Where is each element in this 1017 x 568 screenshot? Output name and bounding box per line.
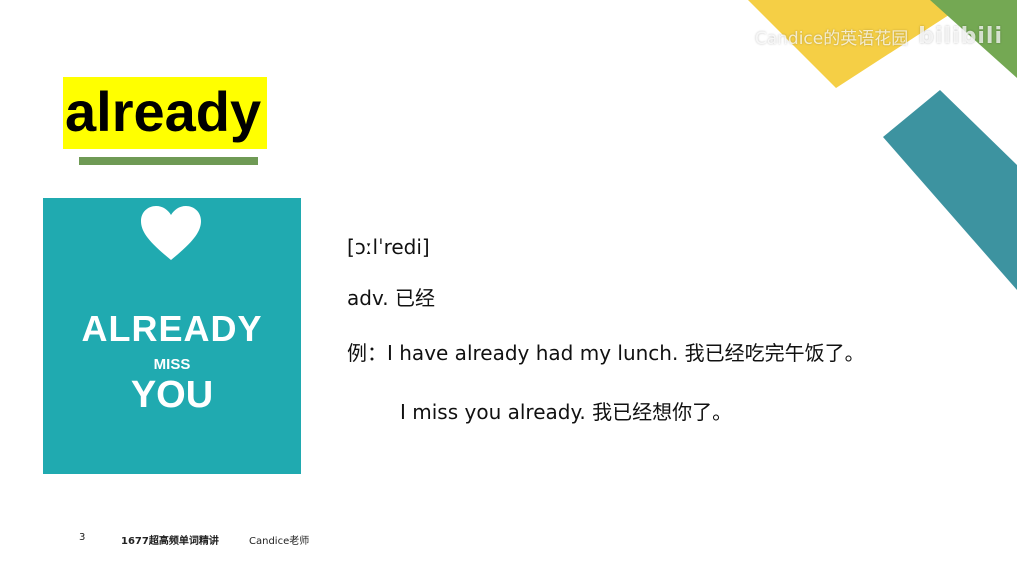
example-sentence-1: 例：I have already had my lunch. 我已经吃完午饭了。 [347, 337, 865, 366]
heart-icon [141, 206, 201, 260]
word-title: already [63, 77, 268, 149]
example-1-text: I have already had my lunch. 我已经吃完午饭了。 [387, 341, 865, 365]
teal-diagonal-band [883, 90, 1017, 290]
channel-name: Candice的英语花园 [754, 29, 909, 49]
poster-line-miss: MISS [153, 356, 191, 373]
teacher-name: Candice老师 [249, 536, 310, 547]
part-of-speech-meaning: adv. 已经 [347, 286, 435, 310]
example-prefix: 例： [347, 341, 387, 365]
pronunciation: [ɔːlˈredi] [347, 235, 430, 259]
word-heading: already [63, 77, 268, 165]
bilibili-logo: bilibili [918, 24, 1003, 49]
series-name: 1677超高频单词精讲 [121, 536, 219, 547]
video-watermark: Candice的英语花园 bilibili [755, 24, 1003, 49]
poster-line-already: ALREADY [81, 308, 263, 349]
slide-footer: 3 1677超高频单词精讲 Candice老师 [79, 532, 309, 547]
title-underline [79, 157, 258, 165]
example-sentence-2: I miss you already. 我已经想你了。 [400, 400, 733, 424]
already-miss-you-poster: ALREADY MISS YOU [43, 198, 301, 474]
poster-line-you: YOU [130, 374, 214, 416]
page-number: 3 [79, 532, 86, 543]
